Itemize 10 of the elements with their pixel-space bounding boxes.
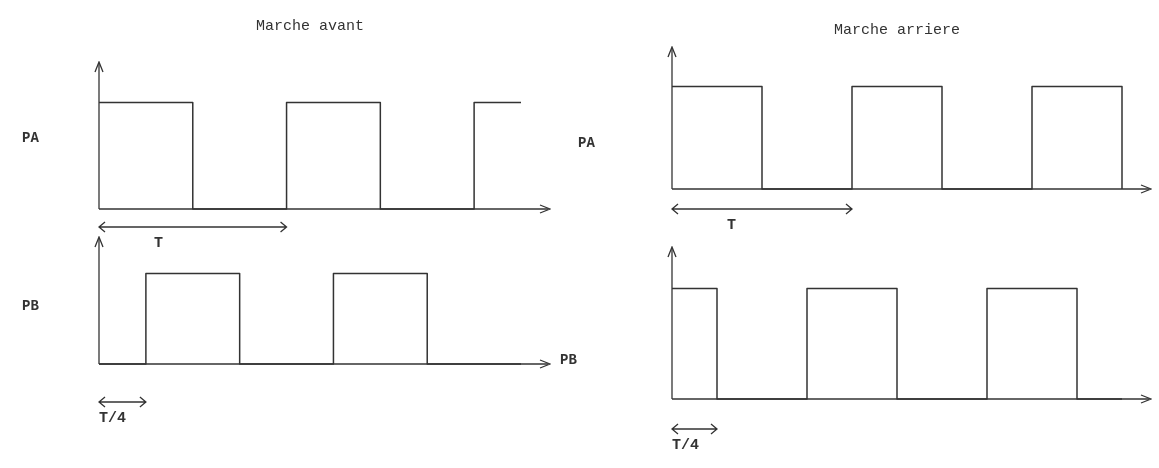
text: T <box>154 235 164 252</box>
y-axis-title: PA <box>22 130 39 146</box>
chart-title: Marche avant <box>255 18 365 35</box>
text: T <box>727 217 737 234</box>
text: T/4 <box>672 437 700 454</box>
y-axis-title: PA <box>578 135 595 151</box>
y-axis-title: PB <box>22 298 39 314</box>
chart-title: Marche arriere <box>833 22 961 39</box>
text: T/4 <box>99 410 127 427</box>
y-axis-title: PB <box>560 352 577 368</box>
